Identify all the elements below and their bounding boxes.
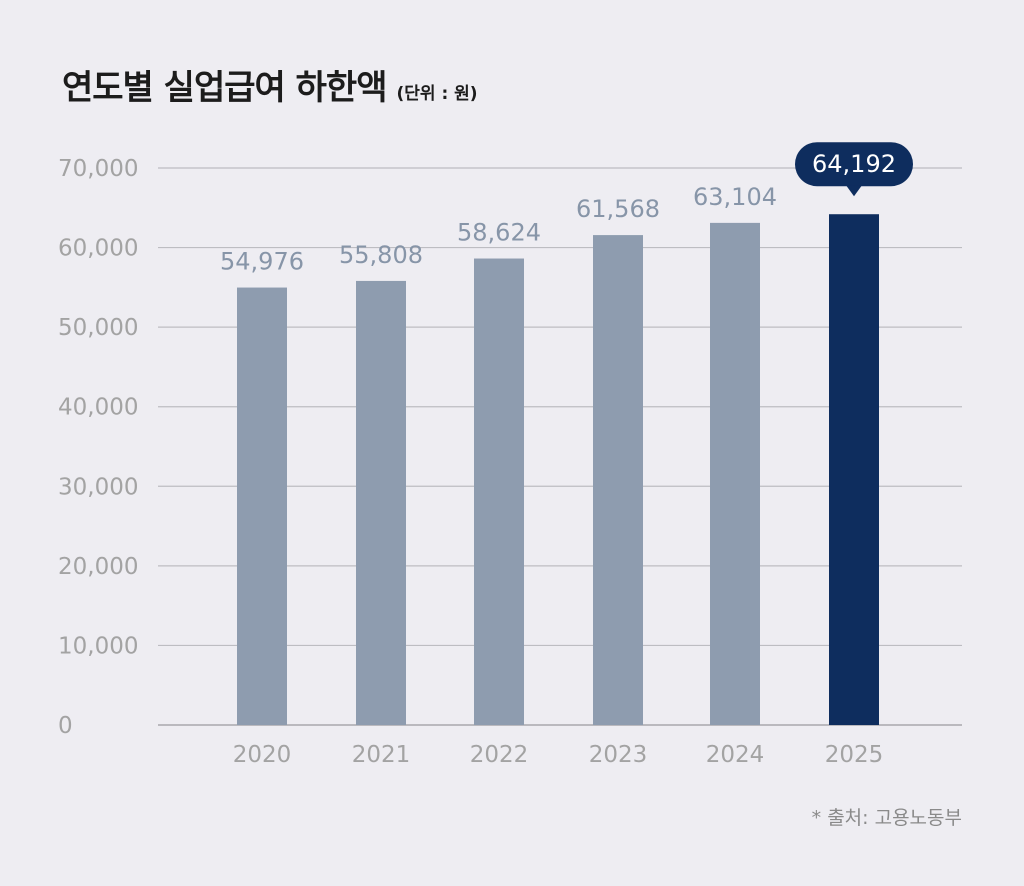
y-tick-label: 40,000 [58, 395, 138, 421]
x-tick-label: 2024 [706, 742, 765, 768]
value-labels: 54,976 55,808 58,624 61,568 63,104 64,192 [220, 142, 913, 276]
chart-title: 연도별 실업급여 하한액 [62, 68, 387, 108]
value-label: 63,104 [693, 183, 777, 211]
y-tick-label: 70,000 [58, 156, 138, 182]
bar-2024 [710, 222, 760, 726]
bar-2025 [829, 214, 879, 725]
bar-2021 [356, 280, 406, 725]
x-tick-label: 2023 [589, 742, 648, 768]
y-tick-label: 20,000 [58, 554, 138, 580]
bars [237, 214, 879, 726]
value-label: 61,568 [576, 195, 660, 223]
unit-label: (단위 : 원) [396, 84, 478, 104]
y-tick-label: 0 [58, 713, 73, 739]
x-tick-label: 2022 [470, 742, 529, 768]
x-tick-label: 2025 [825, 742, 884, 768]
highlight-callout [795, 142, 913, 187]
value-label: 54,976 [220, 248, 304, 276]
y-axis-ticks: 0 10,000 20,000 30,000 40,000 50,000 60,000 70,… [58, 156, 138, 739]
x-tick-label: 2021 [352, 742, 411, 768]
y-tick-label: 60,000 [58, 236, 138, 262]
value-label: 64,192 [812, 150, 896, 178]
x-axis-ticks: 2020 2021 2022 2023 2024 2025 [233, 742, 884, 768]
y-tick-label: 50,000 [58, 315, 138, 341]
value-label: 55,808 [339, 241, 423, 269]
bar-2022 [474, 258, 524, 725]
y-tick-label: 30,000 [58, 474, 138, 500]
callout-pointer [846, 185, 862, 197]
title-block: 연도별 실업급여 하한액 (단위 : 원) [62, 60, 478, 109]
source-note: * 출처: 고용노동부 [811, 807, 962, 829]
x-tick-label: 2020 [233, 742, 292, 768]
bar-2020 [237, 287, 287, 725]
bar-2023 [593, 235, 643, 725]
y-tick-label: 10,000 [58, 633, 138, 659]
value-label: 58,624 [457, 219, 541, 247]
